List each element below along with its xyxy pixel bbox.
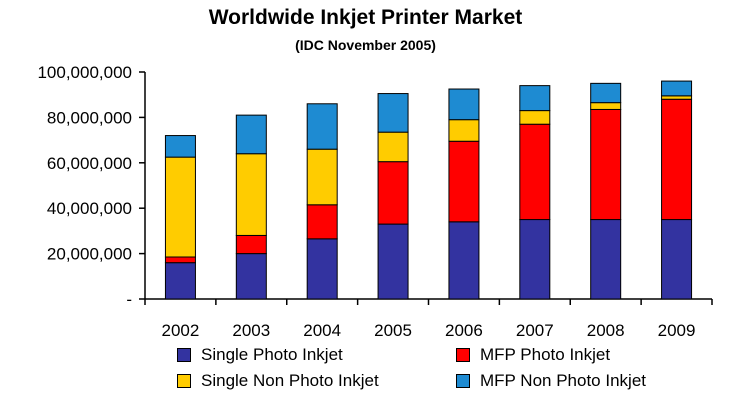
- x-tick-label: 2007: [516, 321, 554, 340]
- bar-segment-single-photo-inkjet-2005: [377, 223, 409, 300]
- bar-segment-single-non-photo-inkjet-2002: [164, 156, 196, 258]
- chart-subtitle: (IDC November 2005): [295, 37, 436, 53]
- bar-segment-mfp-non-photo-inkjet-2007: [519, 85, 551, 112]
- bar-segment-mfp-photo-inkjet-2003: [235, 234, 267, 255]
- bar-segment-mfp-photo-inkjet-2004: [306, 204, 338, 240]
- bar-segment-mfp-non-photo-inkjet-2004: [306, 103, 338, 150]
- bar-segment-single-photo-inkjet-2003: [235, 253, 267, 300]
- x-tick-label: 2003: [232, 321, 270, 340]
- y-tick-label: -: [126, 290, 132, 309]
- y-tick-label: 60,000,000: [47, 154, 132, 173]
- bar-segment-mfp-non-photo-inkjet-2003: [235, 114, 267, 155]
- legend-swatch-mfp-non-photo: [456, 374, 470, 388]
- bar-segment-mfp-photo-inkjet-2005: [377, 161, 409, 225]
- bar-segment-single-non-photo-inkjet-2008: [590, 102, 622, 110]
- x-tick-label: 2004: [303, 321, 341, 340]
- x-tick-label: 2006: [445, 321, 483, 340]
- legend-item-single-non-photo: Single Non Photo Inkjet: [177, 371, 379, 391]
- bar-segment-single-non-photo-inkjet-2005: [377, 131, 409, 163]
- bar-segment-single-non-photo-inkjet-2004: [306, 148, 338, 206]
- bar-segment-mfp-non-photo-inkjet-2002: [164, 135, 196, 158]
- legend-label-single-non-photo: Single Non Photo Inkjet: [201, 371, 379, 390]
- bar-segment-mfp-non-photo-inkjet-2008: [590, 82, 622, 104]
- y-tick-label: 80,000,000: [47, 108, 132, 127]
- x-tick-label: 2008: [587, 321, 625, 340]
- x-tick-label: 2002: [162, 321, 200, 340]
- bar-segment-single-photo-inkjet-2007: [519, 219, 551, 300]
- bar-segment-mfp-non-photo-inkjet-2009: [661, 80, 693, 97]
- bar-segment-single-photo-inkjet-2004: [306, 238, 338, 300]
- y-tick-label: 40,000,000: [47, 199, 132, 218]
- bar-segment-mfp-non-photo-inkjet-2006: [448, 88, 480, 121]
- bar-segment-single-photo-inkjet-2009: [661, 219, 693, 300]
- bar-segment-single-non-photo-inkjet-2009: [661, 95, 693, 100]
- bar-segment-mfp-photo-inkjet-2006: [448, 140, 480, 223]
- bar-segment-single-photo-inkjet-2008: [590, 219, 622, 300]
- x-tick-label: 2005: [374, 321, 412, 340]
- chart-title: Worldwide Inkjet Printer Market: [208, 6, 523, 29]
- legend-label-mfp-photo: MFP Photo Inkjet: [480, 345, 611, 364]
- legend-swatch-single-non-photo: [177, 374, 191, 388]
- bar-segment-single-photo-inkjet-2006: [448, 221, 480, 300]
- bar-segment-single-non-photo-inkjet-2003: [235, 153, 267, 236]
- y-tick-label: 20,000,000: [47, 245, 132, 264]
- legend-item-mfp-photo: MFP Photo Inkjet: [456, 345, 610, 365]
- legend-swatch-mfp-photo: [456, 348, 470, 362]
- x-tick-label: 2009: [658, 321, 696, 340]
- legend-label-single-photo: Single Photo Inkjet: [201, 345, 343, 364]
- legend-label-mfp-non-photo: MFP Non Photo Inkjet: [480, 371, 646, 390]
- bar-segment-single-photo-inkjet-2002: [164, 262, 196, 300]
- bar-segment-mfp-photo-inkjet-2002: [164, 256, 196, 264]
- legend-swatch-single-photo: [177, 348, 191, 362]
- legend-item-mfp-non-photo: MFP Non Photo Inkjet: [456, 371, 646, 391]
- bar-segment-single-non-photo-inkjet-2007: [519, 110, 551, 125]
- bar-segment-single-non-photo-inkjet-2006: [448, 119, 480, 142]
- bar-segment-mfp-non-photo-inkjet-2005: [377, 93, 409, 133]
- y-tick-label: 100,000,000: [37, 63, 132, 82]
- bar-segment-mfp-photo-inkjet-2008: [590, 108, 622, 221]
- bar-segment-mfp-photo-inkjet-2009: [661, 98, 693, 221]
- bar-segment-mfp-photo-inkjet-2007: [519, 123, 551, 221]
- legend-item-single-photo: Single Photo Inkjet: [177, 345, 343, 365]
